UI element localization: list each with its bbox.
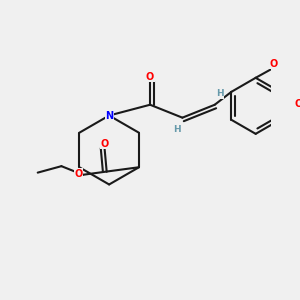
Text: H: H bbox=[173, 125, 181, 134]
Text: O: O bbox=[294, 99, 300, 109]
Text: N: N bbox=[105, 110, 113, 121]
Text: O: O bbox=[270, 59, 278, 69]
Text: O: O bbox=[146, 72, 154, 82]
Text: H: H bbox=[216, 89, 224, 98]
Text: O: O bbox=[74, 169, 83, 179]
Text: O: O bbox=[100, 139, 109, 148]
